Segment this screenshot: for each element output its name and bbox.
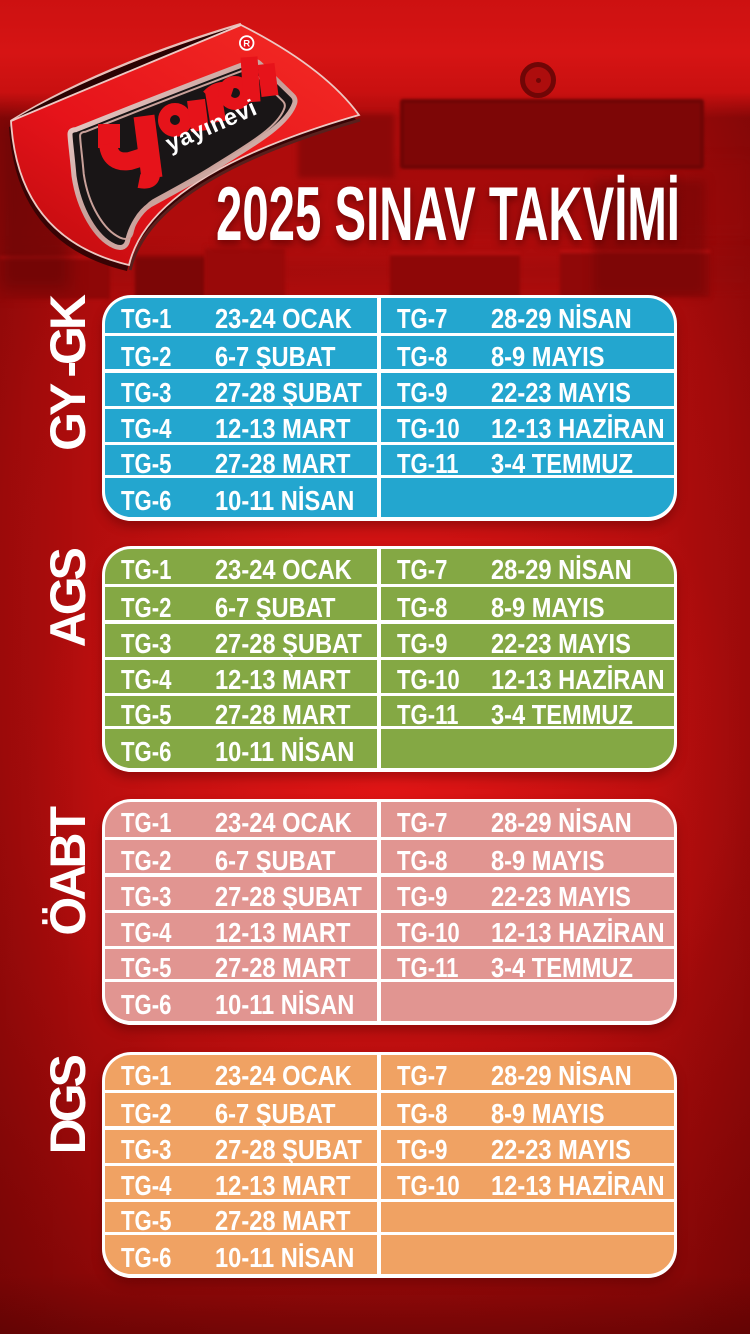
svg-text:R: R bbox=[243, 39, 250, 50]
